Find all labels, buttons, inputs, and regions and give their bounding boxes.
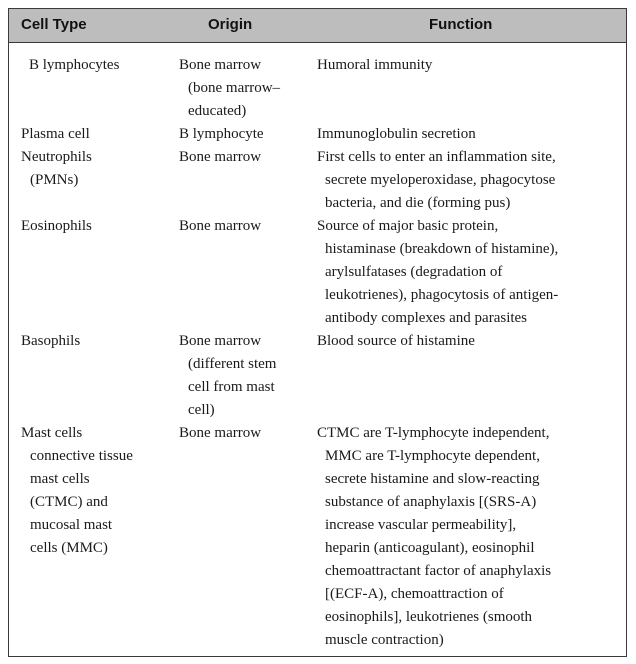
function-cell: Blood source of histamine xyxy=(317,330,622,353)
cell-type-text: mast cells xyxy=(30,471,90,487)
cell-types-table: Cell Type Origin Function B lymphocytes … xyxy=(8,8,627,657)
function-text: [(ECF-A), chemoattraction of xyxy=(325,586,504,602)
cell-type-cell: Plasma cell xyxy=(21,123,176,146)
function-text: Blood source of histamine xyxy=(317,333,475,349)
cell-type-cell: Mast cells connective tissue mast cells … xyxy=(21,422,176,560)
function-text: Source of major basic protein, xyxy=(317,218,499,234)
cell-type-cell: Eosinophils xyxy=(21,215,176,238)
origin-text: Bone marrow xyxy=(179,149,262,165)
header-cell-type: Cell Type xyxy=(21,16,87,33)
header-origin: Origin xyxy=(208,16,253,33)
function-text: Immunoglobulin secretion xyxy=(317,126,476,142)
function-cell: Source of major basic protein, histamina… xyxy=(317,215,622,330)
function-text: muscle contraction) xyxy=(325,632,444,648)
cell-type-text: Neutrophils xyxy=(21,149,92,165)
function-text: chemoattractant factor of anaphylaxis xyxy=(325,563,552,579)
cell-type-text: mucosal mast xyxy=(30,517,113,533)
function-text: secrete myeloperoxidase, phagocytose xyxy=(325,172,556,188)
cell-type-text: Plasma cell xyxy=(21,126,90,142)
function-text: histaminase (breakdown of histamine), xyxy=(325,241,559,257)
cell-type-text: (PMNs) xyxy=(30,172,79,188)
origin-cell: Bone marrow (different stem cell from ma… xyxy=(179,330,319,422)
origin-text: B lymphocyte xyxy=(179,126,264,142)
origin-text: Bone marrow xyxy=(179,218,262,234)
origin-text: Bone marrow xyxy=(179,425,262,441)
origin-text: (bone marrow– xyxy=(188,80,281,96)
cell-type-text: Mast cells xyxy=(21,425,83,441)
origin-cell: Bone marrow xyxy=(179,215,319,238)
origin-cell: Bone marrow xyxy=(179,146,319,169)
function-cell: Immunoglobulin secretion xyxy=(317,123,622,146)
function-text: increase vascular permeability], xyxy=(325,517,517,533)
cell-type-cell: Neutrophils (PMNs) xyxy=(21,146,176,192)
function-text: secrete histamine and slow-reacting xyxy=(325,471,540,487)
function-text: Humoral immunity xyxy=(317,57,433,73)
function-cell: First cells to enter an inflammation sit… xyxy=(317,146,622,215)
origin-text: cell) xyxy=(188,402,215,418)
header-function: Function xyxy=(429,16,493,33)
origin-text: (different stem xyxy=(188,356,277,372)
cell-type-text: B lymphocytes xyxy=(29,57,120,73)
origin-text: Bone marrow xyxy=(179,57,262,73)
function-text: leukotrienes), phagocytosis of antigen- xyxy=(325,287,559,303)
cell-type-text: cells (MMC) xyxy=(30,540,108,556)
function-text: substance of anaphylaxis [(SRS-A) xyxy=(325,494,537,510)
function-cell: CTMC are T-lymphocyte independent, MMC a… xyxy=(317,422,622,652)
cell-type-cell: B lymphocytes xyxy=(29,54,184,77)
origin-cell: Bone marrow xyxy=(179,422,319,445)
cell-type-text: connective tissue xyxy=(30,448,133,464)
origin-cell: B lymphocyte xyxy=(179,123,319,146)
function-text: bacteria, and die (forming pus) xyxy=(325,195,511,211)
cell-type-text: Basophils xyxy=(21,333,81,349)
origin-text: educated) xyxy=(188,103,247,119)
function-text: CTMC are T-lymphocyte independent, xyxy=(317,425,550,441)
origin-text: Bone marrow xyxy=(179,333,262,349)
function-text: eosinophils], leukotrienes (smooth xyxy=(325,609,533,625)
cell-type-cell: Basophils xyxy=(21,330,176,353)
cell-type-text: Eosinophils xyxy=(21,218,92,234)
function-text: heparin (anticoagulant), eosinophil xyxy=(325,540,535,556)
table-header-row: Cell Type Origin Function xyxy=(9,9,626,43)
function-text: arylsulfatases (degradation of xyxy=(325,264,503,280)
origin-text: cell from mast xyxy=(188,379,275,395)
cell-type-text: (CTMC) and xyxy=(30,494,108,510)
function-text: antibody complexes and parasites xyxy=(325,310,528,326)
function-cell: Humoral immunity xyxy=(317,54,622,77)
function-text: MMC are T-lymphocyte dependent, xyxy=(325,448,540,464)
origin-cell: Bone marrow (bone marrow– educated) xyxy=(179,54,319,123)
function-text: First cells to enter an inflammation sit… xyxy=(317,149,556,165)
